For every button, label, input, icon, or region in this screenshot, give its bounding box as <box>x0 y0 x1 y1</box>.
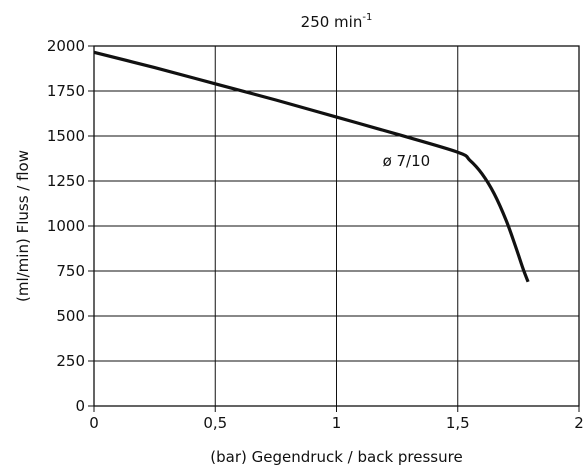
y-axis-title: (ml/min) Fluss / flow <box>14 150 32 302</box>
y-tick-label: 1250 <box>47 172 85 190</box>
x-tick-label: 2 <box>574 414 584 432</box>
y-tick-label: 750 <box>56 262 85 280</box>
series-line <box>93 50 530 283</box>
chart-title-superscript: -1 <box>362 12 372 23</box>
series-layer <box>93 50 530 283</box>
x-axis-title: (bar) Gegendruck / back pressure <box>210 448 462 466</box>
y-tick-label: 250 <box>56 352 85 370</box>
y-tick-label: 1750 <box>47 82 85 100</box>
x-tick-label: 1 <box>332 414 342 432</box>
plot-frame-layer <box>88 45 580 412</box>
y-tick-label: 2000 <box>47 37 85 55</box>
labels-layer: 250 min-1 (bar) Gegendruck / back pressu… <box>14 12 584 466</box>
y-tick-label: 500 <box>56 307 85 325</box>
y-tick-label: 0 <box>75 397 85 415</box>
x-tick-label: 0 <box>89 414 99 432</box>
x-tick-label: 0,5 <box>203 414 227 432</box>
chart-title: 250 min-1 <box>301 12 373 31</box>
x-tick-label: 1,5 <box>446 414 470 432</box>
grid <box>93 45 580 407</box>
y-tick-label: 1000 <box>47 217 85 235</box>
curve-annotation: ø 7/10 <box>383 152 431 170</box>
y-tick-label: 1500 <box>47 127 85 145</box>
chart-title-text: 250 min <box>301 13 363 31</box>
